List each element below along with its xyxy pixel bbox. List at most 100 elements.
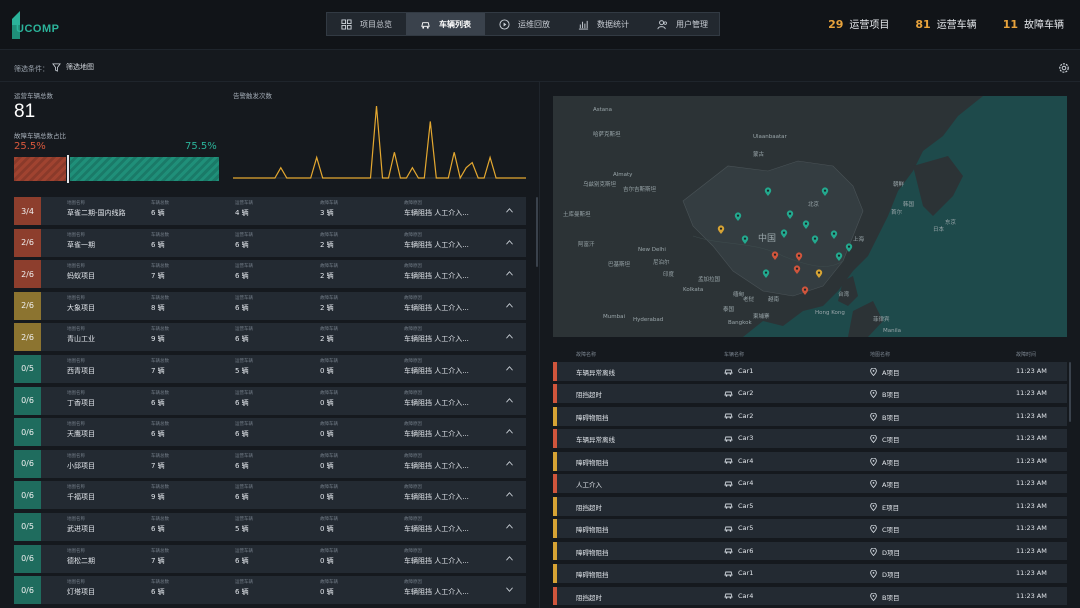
map-place-label: Astana [593, 107, 612, 113]
project-row[interactable]: 0/6 地图名称 丁香项目 车辆总数 6 辆 运营车辆 6 辆 故障车辆 0 辆 故障原… [14, 386, 526, 415]
project-site-cell: 地图名称 天鹰项目 [67, 421, 95, 439]
nav-tab-0[interactable]: 项目总览 [327, 13, 406, 35]
cell-key: 运营车辆 [235, 295, 253, 301]
project-reason-cell: 故障原因 车辆阻挡 人工介入... [404, 421, 469, 439]
vehicle-location-pin-icon[interactable] [801, 286, 809, 295]
cell-key: 故障原因 [404, 295, 422, 301]
chevron-up-icon[interactable] [505, 428, 514, 435]
map-place-label: 越南 [768, 295, 780, 303]
event-car-cell: Car1 [724, 367, 753, 375]
chevron-up-icon[interactable] [505, 302, 514, 309]
project-row[interactable]: 0/6 地图名称 灯塔项目 车辆总数 6 辆 运营车辆 6 辆 故障车辆 0 辆 故障原… [14, 576, 526, 605]
vehicle-location-pin-icon[interactable] [815, 269, 823, 278]
vehicle-location-pin-icon[interactable] [811, 235, 819, 244]
project-row[interactable]: 3/4 地图名称 草雀二期-国内线路 车辆总数 6 辆 运营车辆 4 辆 故障车辆 3 … [14, 197, 526, 225]
filter-map-button[interactable]: 筛选地图 [52, 62, 94, 72]
nav-tab-3[interactable]: 数据统计 [564, 13, 643, 35]
event-col-type: 故障名称 [576, 352, 597, 358]
vehicle-location-pin-icon[interactable] [793, 265, 801, 274]
map-place-label: 中国 [758, 232, 776, 244]
chevron-up-icon[interactable] [505, 207, 514, 214]
chevron-up-icon[interactable] [505, 365, 514, 372]
cell-key: 车辆总数 [151, 516, 169, 522]
project-running: 6 辆 [235, 430, 249, 439]
nav-tab-4[interactable]: 用户管理 [643, 13, 722, 35]
event-row[interactable]: 障碍物阻挡 Car5 C项目 11:23 AM [553, 519, 1067, 538]
nav-tab-1[interactable]: 车辆列表 [406, 13, 485, 35]
vehicle-location-pin-icon[interactable] [762, 269, 770, 278]
event-site-cell: E项目 [870, 502, 899, 512]
event-time: 11:23 AM [1016, 546, 1047, 555]
chevron-up-icon[interactable] [505, 555, 514, 562]
cell-key: 故障原因 [404, 327, 422, 333]
project-row[interactable]: 2/6 地图名称 蚂蚁项目 车辆总数 7 辆 运营车辆 6 辆 故障车辆 2 辆 故障原… [14, 260, 526, 289]
event-list-scrollbar[interactable] [1069, 362, 1071, 422]
event-row[interactable]: 阻挡超时 Car5 E项目 11:23 AM [553, 496, 1067, 516]
event-row[interactable]: 阻挡超时 Car2 B项目 11:23 AM [553, 384, 1067, 404]
vehicle-location-pin-icon[interactable] [780, 229, 788, 238]
project-fault: 0 辆 [320, 461, 334, 470]
gear-icon[interactable] [1058, 62, 1070, 74]
vehicle-location-pin-icon[interactable] [835, 252, 843, 261]
event-car: Car6 [738, 546, 754, 555]
project-running-cell: 运营车辆 4 辆 [235, 200, 253, 218]
project-running: 6 辆 [235, 461, 249, 470]
chevron-up-icon[interactable] [505, 523, 514, 530]
project-row[interactable]: 0/6 地图名称 小邱项目 车辆总数 7 辆 运营车辆 6 辆 故障车辆 0 辆 故障原… [14, 449, 526, 478]
fault-count-badge: 0/6 [14, 386, 41, 415]
map-place-label: 缅甸 [733, 290, 745, 298]
event-row[interactable]: 障碍物阻挡 Car6 D项目 11:23 AM [553, 541, 1067, 561]
cell-key: 故障原因 [404, 516, 422, 522]
chevron-up-icon[interactable] [505, 460, 514, 467]
vehicle-location-pin-icon[interactable] [821, 187, 829, 196]
chevron-up-icon[interactable] [505, 491, 514, 498]
event-site-cell: A项目 [870, 479, 899, 489]
nav-tab-label: 用户管理 [676, 19, 708, 29]
project-list-scrollbar[interactable] [536, 197, 538, 267]
project-site-cell: 地图名称 青山工业 [67, 326, 95, 344]
header-stat-value: 29 [828, 18, 844, 31]
project-row[interactable]: 0/6 地图名称 千福项目 车辆总数 9 辆 运营车辆 6 辆 故障车辆 0 辆 故障原… [14, 481, 526, 510]
chevron-up-icon[interactable] [505, 333, 514, 340]
project-total: 9 辆 [151, 335, 165, 344]
chevron-up-icon[interactable] [505, 397, 514, 404]
project-row[interactable]: 0/6 地图名称 德松二期 车辆总数 7 辆 运营车辆 6 辆 故障车辆 0 辆 故障原… [14, 544, 526, 573]
event-row[interactable]: 车辆异常离线 Car1 A项目 11:23 AM [553, 362, 1067, 381]
project-row[interactable]: 2/6 地图名称 大象项目 车辆总数 8 辆 运营车辆 6 辆 故障车辆 2 辆 故障原… [14, 291, 526, 320]
vehicle-location-pin-icon[interactable] [830, 230, 838, 239]
chevron-up-icon[interactable] [505, 239, 514, 246]
pin-dot [817, 271, 821, 274]
project-row[interactable]: 0/5 地图名称 西青项目 车辆总数 7 辆 运营车辆 5 辆 故障车辆 0 辆 故障原… [14, 354, 526, 383]
event-row[interactable]: 障碍物阻挡 Car1 D项目 11:23 AM [553, 564, 1067, 583]
project-row[interactable]: 2/6 地图名称 青山工业 车辆总数 9 辆 运营车辆 6 辆 故障车辆 2 辆 故障原… [14, 323, 526, 352]
event-row[interactable]: 阻挡超时 Car4 B项目 11:23 AM [553, 586, 1067, 606]
chevron-down-icon[interactable] [505, 586, 514, 593]
chevron-up-icon[interactable] [505, 270, 514, 277]
project-row[interactable]: 0/6 地图名称 天鹰项目 车辆总数 6 辆 运营车辆 6 辆 故障车辆 0 辆 故障原… [14, 418, 526, 447]
vehicle-location-pin-icon[interactable] [717, 225, 725, 234]
pin-dot [795, 267, 799, 270]
vehicle-location-pin-icon[interactable] [845, 243, 853, 252]
ok-ratio-pct: 75.5% [185, 141, 217, 152]
event-row[interactable]: 人工介入 Car4 A项目 11:23 AM [553, 474, 1067, 494]
event-level-bar [553, 451, 557, 471]
event-car: Car1 [738, 367, 754, 375]
event-level-bar [553, 474, 557, 494]
vehicle-map[interactable]: 中国 蒙古 哈萨克斯坦 日本 印度 缅甸 泰国 越南 菲律宾 台湾 Hong Kong 韩国 朝鲜 巴基斯… [553, 96, 1067, 337]
vehicle-location-pin-icon[interactable] [795, 252, 803, 261]
project-row[interactable]: 2/6 地图名称 草雀一期 车辆总数 6 辆 运营车辆 6 辆 故障车辆 2 辆 故障原… [14, 228, 526, 257]
event-row[interactable]: 车辆异常离线 Car3 C项目 11:23 AM [553, 429, 1067, 449]
cell-key: 运营车辆 [235, 548, 253, 554]
project-fault-cell: 故障车辆 0 辆 [320, 548, 338, 566]
vehicle-location-pin-icon[interactable] [771, 251, 779, 260]
project-site-cell: 地图名称 千福项目 [67, 484, 95, 502]
event-table-header: 故障名称 车辆名称 地图名称 故障时间 [553, 349, 1067, 361]
project-row[interactable]: 0/5 地图名称 武进项目 车辆总数 6 辆 运营车辆 5 辆 故障车辆 0 辆 故障原… [14, 512, 526, 541]
event-col-time: 故障时间 [1016, 352, 1037, 358]
nav-tab-2[interactable]: 运维回放 [485, 13, 564, 35]
event-row[interactable]: 障碍物阻挡 Car4 A项目 11:23 AM [553, 451, 1067, 471]
project-running-cell: 运营车辆 6 辆 [235, 232, 253, 250]
vehicle-location-pin-icon[interactable] [741, 235, 749, 244]
event-row[interactable]: 障碍物阻挡 Car2 B项目 11:23 AM [553, 406, 1067, 426]
